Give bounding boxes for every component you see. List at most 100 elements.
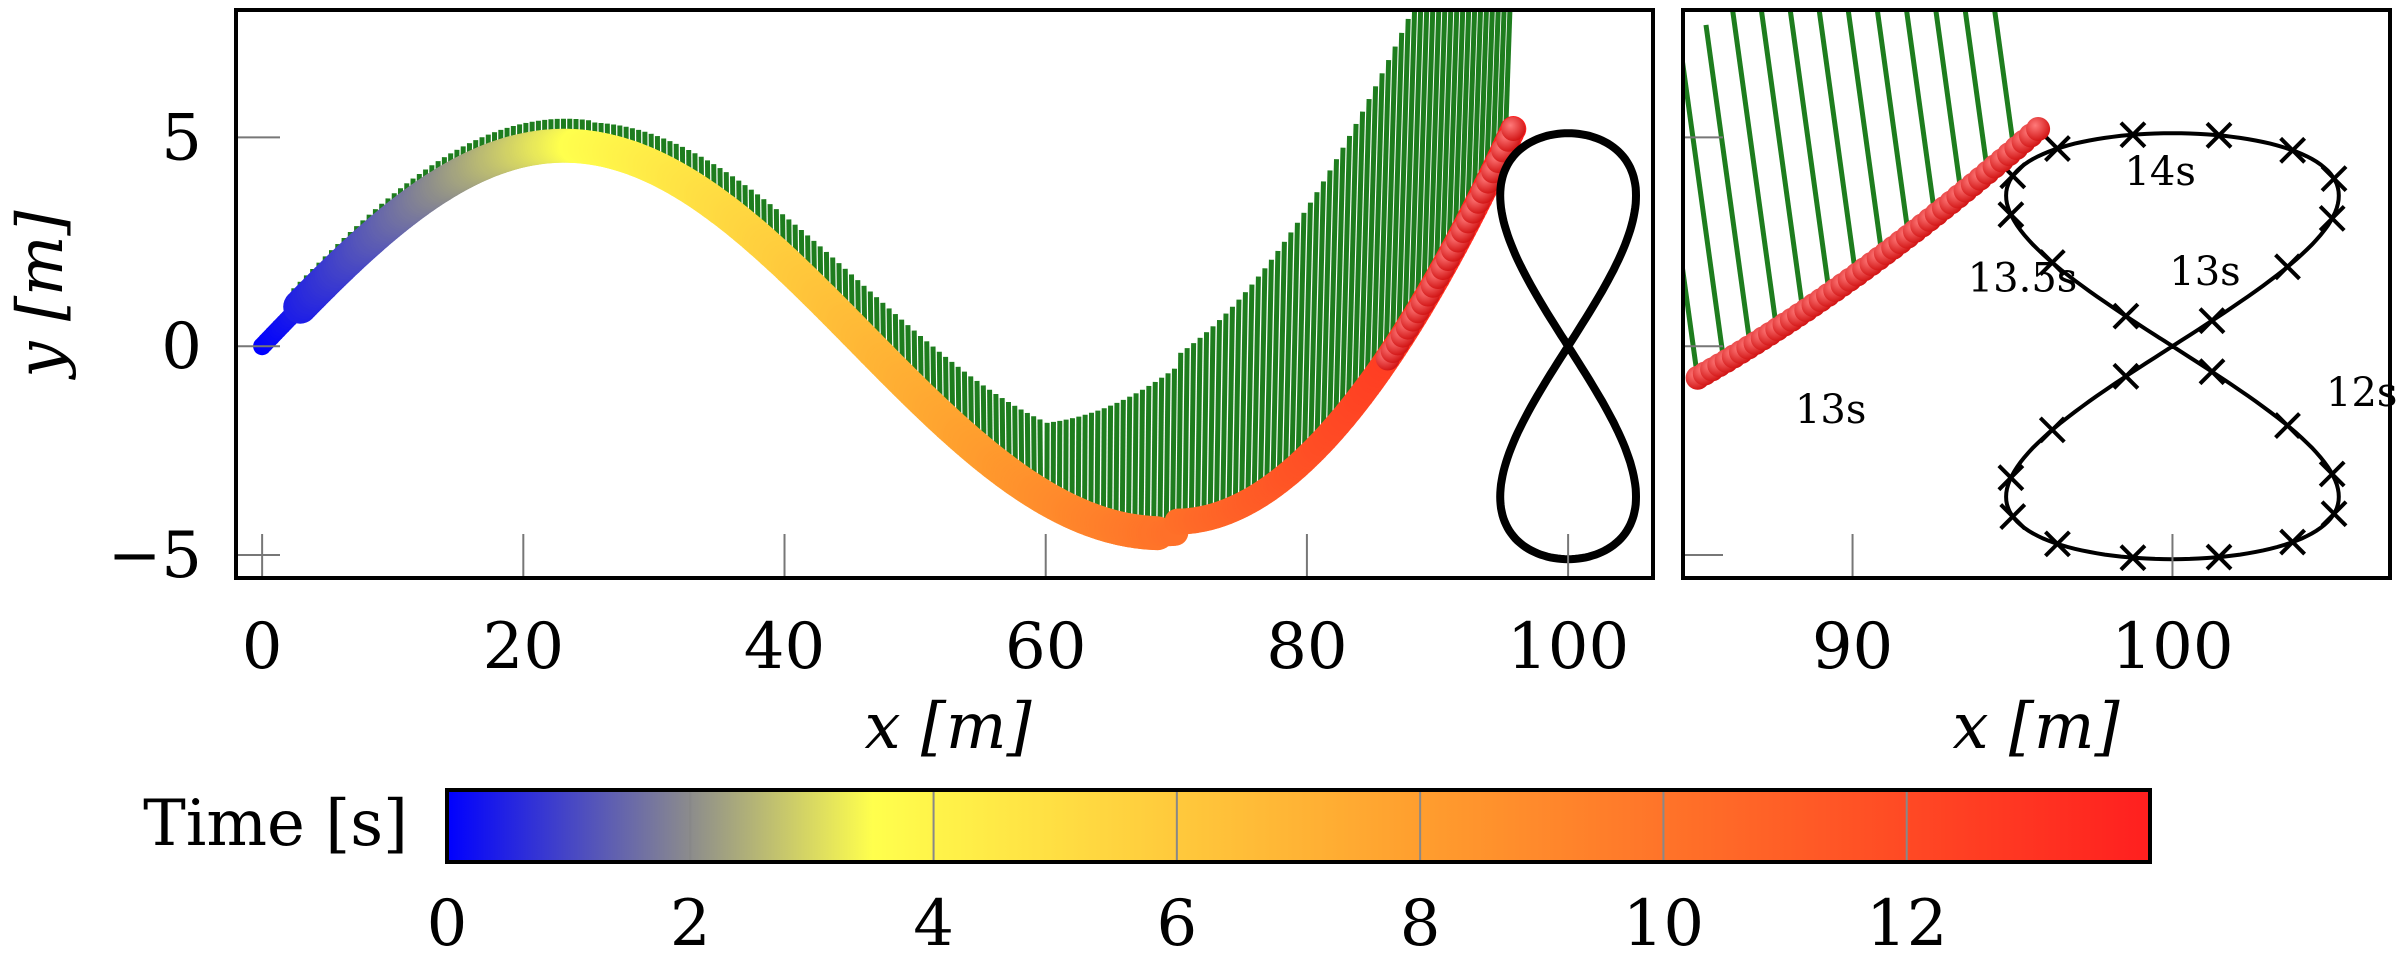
main-ytick-label: −5 xyxy=(108,519,202,593)
heading-line xyxy=(1107,405,1114,526)
time-annotation: 12s xyxy=(2326,370,2397,416)
colorbar-tick-label: 2 xyxy=(670,887,711,954)
zoom-plot-frame xyxy=(1681,8,2392,580)
colorbar-tick-label: 4 xyxy=(913,887,954,954)
heading-line xyxy=(1100,408,1107,524)
zoom-trajectory xyxy=(1685,117,2051,390)
heading-line xyxy=(1452,10,1466,247)
colorbar-tick-label: 12 xyxy=(1866,887,1947,954)
time-marker xyxy=(2205,121,2233,149)
heading-line xyxy=(1389,32,1405,352)
time-marker xyxy=(2320,165,2348,193)
main-x-axis-label: x [m] xyxy=(864,690,1032,764)
heading-line xyxy=(1282,232,1294,477)
heading-line xyxy=(1471,10,1484,211)
heading-line xyxy=(1427,10,1442,292)
zoom-tick-marks xyxy=(1683,136,2174,578)
main-plot-frame xyxy=(234,8,1655,580)
heading-line xyxy=(1962,10,1991,173)
heading-line xyxy=(1320,170,1333,441)
time-marker xyxy=(2274,412,2301,439)
heading-line xyxy=(1758,10,1806,313)
heading-line xyxy=(1270,250,1281,486)
time-marker xyxy=(2198,307,2226,335)
heading-line xyxy=(1458,10,1472,235)
heading-line xyxy=(1314,181,1326,448)
time-marker xyxy=(1999,503,2027,531)
heading-line xyxy=(1264,259,1274,491)
main-xtick-label: 40 xyxy=(744,610,825,684)
heading-line xyxy=(1176,352,1184,522)
heading-line xyxy=(1446,10,1460,258)
heading-line xyxy=(1845,10,1885,257)
time-marker xyxy=(2119,121,2147,149)
heading-line xyxy=(1195,337,1203,520)
time-marker xyxy=(2119,544,2147,572)
main-trajectory xyxy=(253,116,1527,551)
colorbar-gradient xyxy=(447,790,2150,862)
heading-line xyxy=(1433,10,1448,281)
heading-line xyxy=(1477,10,1489,198)
heading-line xyxy=(1132,393,1139,532)
time-marker xyxy=(2274,253,2301,281)
heading-line xyxy=(1358,99,1372,397)
colorbar-tick-label: 6 xyxy=(1156,887,1197,954)
zoom-plot: 13s 13.5s 14s 13s 12s 90 100 x [m] xyxy=(1681,8,2397,764)
heading-line xyxy=(1169,368,1177,534)
heading-line xyxy=(1787,10,1832,295)
heading-line xyxy=(1483,10,1495,186)
time-marker xyxy=(1997,201,2025,229)
heading-line xyxy=(1683,253,1701,379)
heading-line xyxy=(1345,123,1359,412)
time-marker xyxy=(2205,543,2233,571)
trajectory-point xyxy=(1501,117,1526,141)
heading-line xyxy=(1308,192,1320,454)
time-annotation: 14s xyxy=(2124,149,2195,195)
heading-line xyxy=(1289,222,1300,472)
heading-line xyxy=(1251,276,1261,499)
heading-line xyxy=(1377,60,1392,371)
main-xtick-label: 60 xyxy=(1005,610,1086,684)
time-marker xyxy=(2038,249,2066,276)
heading-line xyxy=(1496,10,1507,160)
colorbar-tick-label: 8 xyxy=(1400,887,1441,954)
main-xtick-label: 80 xyxy=(1266,610,1347,684)
heading-line xyxy=(1201,332,1210,519)
time-marker xyxy=(2044,530,2071,558)
heading-line xyxy=(1408,10,1424,323)
heading-line xyxy=(1395,18,1411,343)
heading-line xyxy=(1226,306,1235,511)
time-marker xyxy=(2112,302,2140,330)
heading-line xyxy=(1683,48,1727,363)
heading-line xyxy=(1352,111,1366,405)
colorbar-label: Time [s] xyxy=(143,787,408,861)
colorbar-tick-label: 10 xyxy=(1623,887,1704,954)
time-marker xyxy=(2279,528,2307,556)
heading-line xyxy=(1703,24,1753,347)
time-marker xyxy=(2320,500,2348,528)
heading-line xyxy=(1207,326,1216,518)
main-ytick-label: 0 xyxy=(161,310,202,384)
main-xtick-label: 0 xyxy=(242,610,283,684)
heading-line xyxy=(1414,10,1430,313)
main-xtick-label: 100 xyxy=(1507,610,1629,684)
main-ytick-label: 5 xyxy=(161,101,202,175)
heading-line xyxy=(1903,10,1938,216)
heading-line xyxy=(1126,396,1133,531)
main-heading-lines xyxy=(291,10,1513,534)
time-marker xyxy=(2279,136,2307,164)
heading-line xyxy=(1874,10,1911,237)
trajectory-point xyxy=(2026,117,2051,141)
heading-line xyxy=(1220,313,1229,514)
zoom-x-axis-label: x [m] xyxy=(1952,690,2120,764)
time-marker xyxy=(2318,204,2346,232)
colorbar-frame xyxy=(445,788,2152,864)
heading-line xyxy=(1439,10,1454,270)
heading-line xyxy=(1933,10,1964,195)
heading-line xyxy=(1992,10,2017,151)
time-annotation: 13s xyxy=(1795,387,1866,433)
heading-line xyxy=(1370,73,1385,380)
colorbar-tick-label: 0 xyxy=(427,887,468,954)
heading-line xyxy=(1421,10,1436,302)
heading-line xyxy=(1245,284,1255,502)
